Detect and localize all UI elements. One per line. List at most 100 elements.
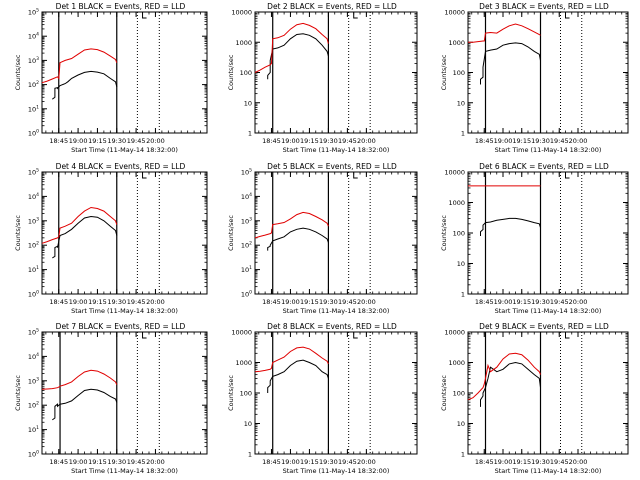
series-events-line xyxy=(480,42,541,85)
series-lld-line xyxy=(467,352,541,401)
series-lld-line xyxy=(254,346,329,373)
y-tick-label: 100 xyxy=(453,69,465,77)
y-tick-exponent: 3 xyxy=(36,216,39,222)
y-tick-exponent: 0 xyxy=(249,290,252,296)
y-tick-label: 1 xyxy=(461,451,465,459)
time-marker-bracket xyxy=(142,332,147,339)
chart-title: Det 8 BLACK = Events, RED = LLD xyxy=(267,322,397,331)
y-tick-label: 105 xyxy=(241,168,252,177)
x-tick-label: 18:45 xyxy=(49,458,68,466)
y-tick-label: 1000 xyxy=(448,359,465,367)
y-tick-label: 104 xyxy=(241,192,252,201)
time-marker-bracket xyxy=(565,332,570,339)
series-events-line xyxy=(480,217,541,236)
chart-det-9: Det 9 BLACK = Events, RED = LLD Counts/se… xyxy=(440,322,629,475)
x-tick-label: 20:00 xyxy=(146,298,165,306)
series-events-line xyxy=(267,227,329,251)
y-tick-exponent: 5 xyxy=(249,168,252,174)
y-tick-exponent: 1 xyxy=(36,425,39,431)
y-axis-label: Counts/sec xyxy=(440,215,448,251)
x-tick-label: 19:30 xyxy=(319,458,338,466)
y-tick-label: 100 xyxy=(28,450,39,459)
x-tick-label: 18:45 xyxy=(475,298,494,306)
y-tick-label: 100 xyxy=(241,290,252,299)
chart-title: Det 7 BLACK = Events, RED = LLD xyxy=(56,322,186,331)
x-tick-label: 19:30 xyxy=(531,458,550,466)
y-tick-label: 1 xyxy=(461,130,465,138)
x-tick-label: 18:45 xyxy=(262,298,281,306)
x-tick-label: 19:15 xyxy=(300,458,319,466)
chart-title: Det 4 BLACK = Events, RED = LLD xyxy=(56,162,186,171)
x-tick-label: 18:45 xyxy=(49,137,68,145)
y-tick-label: 101 xyxy=(28,104,39,113)
y-tick-label: 1 xyxy=(461,291,465,299)
series-lld-line xyxy=(254,22,329,73)
y-tick-label: 10000 xyxy=(444,9,465,17)
plot-frame xyxy=(41,11,208,134)
y-tick-exponent: 3 xyxy=(249,216,252,222)
x-tick-label: 19:45 xyxy=(127,298,146,306)
x-tick-label: 19:45 xyxy=(338,137,357,145)
time-marker-bracket xyxy=(142,172,147,179)
y-axis-label: Counts/sec xyxy=(14,215,22,251)
series-events-line xyxy=(267,33,329,80)
chart-title: Det 5 BLACK = Events, RED = LLD xyxy=(267,162,397,171)
x-tick-label: 19:45 xyxy=(550,137,569,145)
time-marker-bracket xyxy=(565,172,570,179)
x-tick-label: 18:45 xyxy=(262,458,281,466)
x-axis-label: Start Time (11-May-14 18:32:00) xyxy=(283,467,390,475)
time-marker-bracket xyxy=(353,332,358,339)
y-tick-exponent: 2 xyxy=(249,241,252,247)
x-tick-label: 19:00 xyxy=(494,137,513,145)
x-tick-label: 19:30 xyxy=(319,298,338,306)
x-tick-label: 19:00 xyxy=(494,298,513,306)
series-lld-line xyxy=(41,48,118,84)
y-tick-exponent: 5 xyxy=(36,8,39,14)
series-lld-line xyxy=(468,23,541,43)
x-tick-label: 19:15 xyxy=(512,458,531,466)
x-tick-label: 19:15 xyxy=(512,298,531,306)
x-tick-label: 19:30 xyxy=(531,298,550,306)
y-tick-label: 102 xyxy=(28,401,39,410)
chart-title: Det 6 BLACK = Events, RED = LLD xyxy=(479,162,609,171)
plot-frame xyxy=(41,331,208,455)
x-tick-label: 19:00 xyxy=(69,137,88,145)
x-tick-label: 19:30 xyxy=(107,298,126,306)
x-axis-label: Start Time (11-May-14 18:32:00) xyxy=(495,307,602,315)
y-axis-label: Counts/sec xyxy=(227,375,235,411)
y-tick-label: 100 xyxy=(453,230,465,238)
y-tick-exponent: 0 xyxy=(36,290,39,296)
chart-title: Det 9 BLACK = Events, RED = LLD xyxy=(479,322,609,331)
plot-frame xyxy=(41,171,208,295)
x-axis-label: Start Time (11-May-14 18:32:00) xyxy=(71,467,178,475)
plot-frame xyxy=(254,331,418,455)
y-tick-label: 105 xyxy=(28,8,39,17)
y-tick-label: 102 xyxy=(28,241,39,250)
x-axis-label: Start Time (11-May-14 18:32:00) xyxy=(495,467,602,475)
series-events-line xyxy=(267,359,329,393)
y-tick-label: 1 xyxy=(248,130,252,138)
x-tick-label: 20:00 xyxy=(569,298,588,306)
x-tick-label: 19:45 xyxy=(338,458,357,466)
x-tick-label: 19:00 xyxy=(69,458,88,466)
y-tick-label: 102 xyxy=(28,80,39,89)
chart-det-2: Det 2 BLACK = Events, RED = LLD Counts/se… xyxy=(227,2,418,154)
chart-det-4: Det 4 BLACK = Events, RED = LLD Counts/se… xyxy=(14,162,208,315)
x-tick-label: 20:00 xyxy=(146,137,165,145)
series-lld-line xyxy=(41,206,118,244)
y-tick-label: 10000 xyxy=(444,169,465,177)
y-tick-label: 103 xyxy=(28,216,39,225)
y-tick-label: 104 xyxy=(28,192,39,201)
plot-frame xyxy=(254,11,418,134)
x-tick-label: 19:15 xyxy=(300,298,319,306)
y-tick-label: 100 xyxy=(240,69,252,77)
x-tick-label: 19:00 xyxy=(281,298,300,306)
x-tick-label: 20:00 xyxy=(357,458,376,466)
y-tick-exponent: 2 xyxy=(36,241,39,247)
y-tick-exponent: 4 xyxy=(36,192,39,198)
x-axis-label: Start Time (11-May-14 18:32:00) xyxy=(71,146,178,154)
x-tick-label: 20:00 xyxy=(569,137,588,145)
y-axis-label: Counts/sec xyxy=(14,375,22,411)
x-tick-label: 19:00 xyxy=(281,458,300,466)
